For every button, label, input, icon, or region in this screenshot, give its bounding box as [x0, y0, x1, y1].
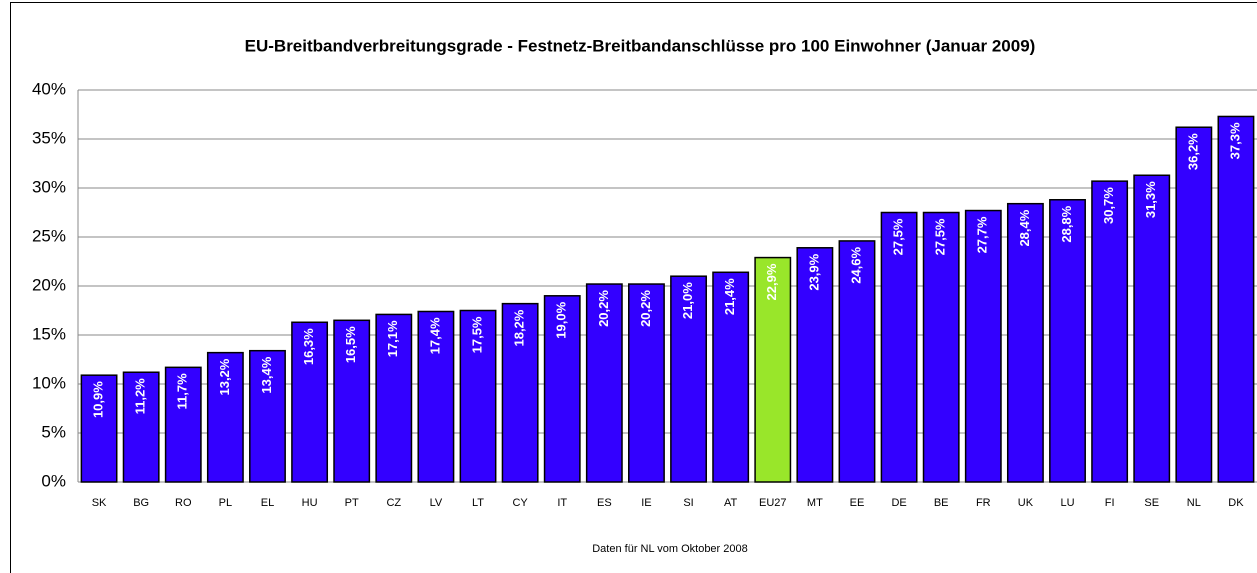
value-label: 19,0% [554, 301, 569, 338]
bar [249, 349, 286, 483]
bar [585, 283, 623, 483]
bar [754, 256, 792, 483]
value-label: 27,5% [891, 218, 906, 255]
x-tick-label: BG [133, 497, 149, 509]
x-tick-label: NL [1187, 497, 1201, 509]
value-label: 17,1% [385, 320, 400, 357]
x-tick-label: IT [557, 497, 567, 509]
bar [1049, 199, 1086, 483]
x-tick-label: EL [261, 497, 274, 509]
value-label: 36,2% [1185, 133, 1200, 170]
bar [417, 310, 455, 483]
x-tick-label: IE [641, 497, 651, 509]
y-tick-label: 20% [32, 275, 66, 294]
bar [628, 283, 665, 483]
bar [712, 271, 750, 483]
bar [1091, 180, 1129, 483]
bar [922, 211, 960, 483]
x-tick-label: BE [934, 497, 949, 509]
y-tick-label: 0% [41, 471, 66, 490]
bar [375, 313, 413, 483]
x-tick-label: MT [807, 497, 823, 509]
value-label: 16,3% [301, 328, 316, 365]
value-label: 30,7% [1101, 187, 1116, 224]
value-label: 37,3% [1227, 122, 1242, 159]
bar [670, 275, 707, 483]
bar [1133, 174, 1171, 483]
bar [880, 211, 918, 483]
x-tick-label: SK [92, 497, 107, 509]
bar [543, 295, 581, 483]
value-label: 22,9% [764, 263, 779, 300]
x-tick-label: SE [1144, 497, 1159, 509]
x-tick-label: RO [175, 497, 192, 509]
x-tick-label: PT [345, 497, 359, 509]
chart-title: EU-Breitbandverbreitungsgrade - Festnetz… [245, 36, 1036, 55]
bar [206, 351, 244, 483]
bar [291, 321, 329, 483]
bar [459, 309, 497, 483]
value-label: 27,5% [933, 218, 948, 255]
bar [164, 366, 202, 483]
value-label: 21,0% [680, 282, 695, 319]
bar [122, 371, 160, 483]
value-label: 11,2% [133, 378, 148, 415]
x-tick-label: SI [683, 497, 693, 509]
chart-note: Daten für NL vom Oktober 2008 [592, 543, 748, 555]
bar [1006, 202, 1044, 483]
x-tick-label: HU [302, 497, 318, 509]
x-tick-label: EE [850, 497, 865, 509]
value-label: 17,4% [427, 317, 442, 354]
value-label: 28,8% [1059, 205, 1074, 242]
y-tick-label: 35% [32, 128, 66, 147]
y-tick-label: 5% [41, 422, 66, 441]
value-label: 31,3% [1143, 181, 1158, 218]
x-tick-label: FR [976, 497, 991, 509]
x-tick-label: ES [597, 497, 612, 509]
y-tick-label: 10% [32, 373, 66, 392]
value-label: 20,2% [638, 290, 653, 327]
chart-frame [10, 2, 1257, 573]
bar [964, 209, 1002, 483]
y-tick-label: 15% [32, 324, 66, 343]
bar [1217, 115, 1255, 483]
bar [838, 240, 876, 483]
y-tick-label: 40% [32, 79, 66, 98]
value-label: 17,5% [469, 316, 484, 353]
value-label: 18,2% [512, 309, 527, 346]
value-label: 11,7% [175, 373, 190, 410]
y-tick-label: 30% [32, 177, 66, 196]
bar [333, 319, 371, 483]
x-tick-label: AT [724, 497, 738, 509]
x-tick-label: DE [891, 497, 906, 509]
value-label: 10,9% [90, 381, 105, 418]
bar [501, 302, 539, 483]
value-label: 24,6% [848, 246, 863, 283]
bar [1175, 126, 1213, 483]
x-tick-label: PL [219, 497, 232, 509]
x-tick-label: EU27 [759, 497, 787, 509]
bar [796, 247, 834, 483]
value-label: 13,2% [217, 358, 232, 395]
value-label: 23,9% [806, 253, 821, 290]
y-tick-label: 25% [32, 226, 66, 245]
x-tick-label: FI [1105, 497, 1115, 509]
x-tick-label: UK [1018, 497, 1034, 509]
value-label: 16,5% [343, 326, 358, 363]
x-tick-label: CZ [386, 497, 401, 509]
value-label: 20,2% [596, 290, 611, 327]
x-tick-label: LT [472, 497, 484, 509]
value-label: 21,4% [722, 278, 737, 315]
value-label: 27,7% [975, 216, 990, 253]
bar [80, 374, 118, 483]
x-tick-label: LV [430, 497, 443, 509]
x-tick-label: CY [512, 497, 528, 509]
x-tick-label: DK [1228, 497, 1244, 509]
value-label: 28,4% [1017, 209, 1032, 246]
value-label: 13,4% [259, 356, 274, 393]
x-tick-label: LU [1060, 497, 1074, 509]
